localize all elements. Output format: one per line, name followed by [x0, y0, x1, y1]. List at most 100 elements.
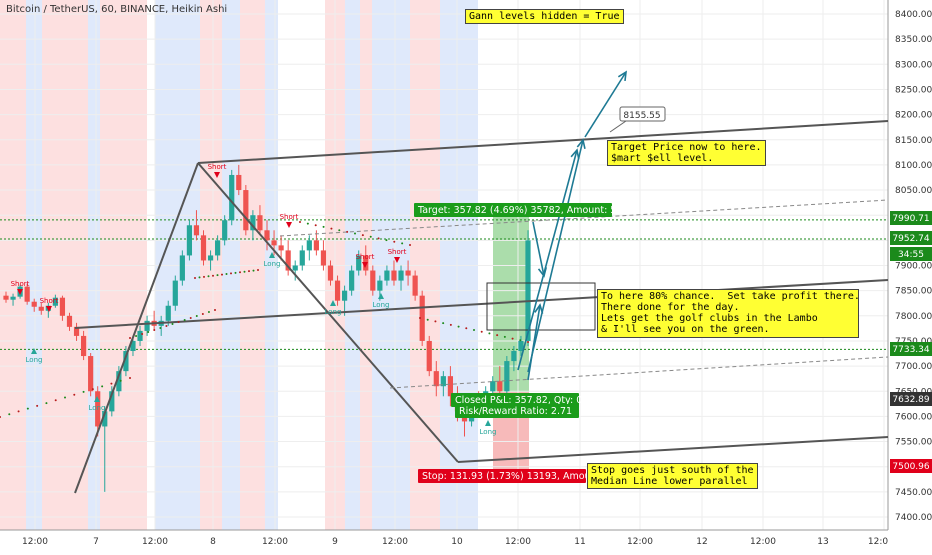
stop-dot	[306, 222, 309, 225]
candle-body	[334, 280, 341, 301]
stop-dot	[153, 329, 156, 331]
y-tick-label: 8400.00	[895, 10, 932, 20]
candle-body	[193, 225, 200, 236]
candle	[412, 270, 418, 301]
candle-body	[3, 295, 9, 300]
y-tick-label: 8300.00	[895, 60, 932, 70]
candle-body	[257, 215, 263, 231]
candle-body	[384, 270, 390, 281]
y-tick-label: 8200.00	[895, 111, 932, 121]
candle	[38, 302, 44, 315]
price-callout-pointer	[609, 120, 627, 133]
stop-dot	[203, 275, 205, 278]
long-signal-label: Long	[325, 308, 342, 316]
candle	[95, 386, 101, 437]
short-signal-label: Short	[208, 163, 227, 171]
stop-dot	[426, 318, 429, 321]
y-tick-label: 7750.00	[895, 337, 932, 347]
candle-body	[264, 230, 270, 241]
short-signal-label: Short	[388, 248, 407, 256]
stop-dot	[401, 242, 404, 245]
stop-dot	[503, 335, 506, 338]
stop-label-box	[418, 469, 586, 483]
candle-body	[370, 270, 376, 291]
y-tick-label: 7900.00	[895, 262, 932, 272]
stop-dot	[201, 313, 204, 315]
stop-dot	[73, 393, 76, 396]
long-signal-label: Long	[373, 301, 390, 309]
price-tag-box	[890, 211, 932, 225]
stop-dot	[17, 410, 20, 413]
gann-note[interactable]: Gann levels hidden = True	[465, 9, 624, 24]
candle	[200, 230, 207, 266]
stop-dot	[195, 315, 198, 317]
stop-dot	[234, 271, 237, 274]
candle	[59, 295, 66, 321]
x-tick-label: 8	[210, 537, 216, 547]
candle-body	[518, 340, 524, 352]
candle-body	[391, 270, 397, 281]
short-signal-label: Short	[40, 297, 59, 305]
stop-dot	[230, 272, 232, 275]
stop-dot	[147, 331, 150, 333]
long-signal-label: Long	[264, 260, 281, 268]
candle-body	[73, 326, 80, 336]
candle	[193, 210, 200, 241]
stop-dot	[216, 274, 219, 277]
stop-dot	[194, 277, 196, 279]
candle	[370, 265, 376, 296]
stop-dot	[183, 319, 186, 321]
candle	[278, 235, 284, 261]
x-tick-label: 12:00	[142, 537, 168, 547]
short-arrow-icon	[17, 289, 23, 295]
stop-dot	[221, 273, 223, 276]
stop-dot	[457, 325, 460, 328]
candle-body	[102, 411, 108, 427]
candle-body	[349, 270, 355, 291]
stop-dot	[511, 337, 514, 340]
candle	[116, 366, 122, 397]
stop-dot	[314, 224, 317, 227]
closed-pl-label-box	[451, 393, 579, 407]
target-note[interactable]: Target Price now to here. $mart $ell lev…	[607, 140, 766, 166]
candle-body	[306, 240, 312, 251]
x-tick-label: 12:0	[868, 537, 888, 547]
candle	[215, 235, 221, 261]
candle-body	[433, 371, 439, 387]
price-tag: 7632.89	[892, 395, 929, 405]
stop-dot	[465, 327, 468, 330]
long-signal-label: Long	[26, 356, 43, 364]
candle	[243, 185, 249, 236]
stop-dot	[488, 332, 491, 335]
candle	[349, 265, 355, 296]
pitchfork-handle	[74, 162, 199, 494]
stop-dot	[189, 317, 192, 319]
candle-body	[95, 391, 101, 427]
y-tick-label: 7400.00	[895, 513, 932, 523]
candle	[179, 250, 185, 286]
price-tag: 7500.96	[892, 462, 929, 472]
stop-dot	[257, 269, 259, 271]
candle-body	[278, 245, 284, 251]
stop-dot	[330, 227, 333, 230]
candle-body	[419, 295, 425, 341]
stop-dot	[207, 311, 210, 313]
candle-body	[165, 305, 171, 321]
long-arrow-icon	[94, 396, 100, 402]
candle-body	[504, 361, 510, 392]
candle	[144, 315, 150, 336]
x-tick-label: 11	[574, 537, 585, 547]
short-arrow-icon	[214, 172, 220, 178]
candle-body	[490, 381, 496, 392]
stop-dot	[338, 229, 341, 232]
price-tag-box	[890, 342, 932, 356]
stop-note[interactable]: Stop goes just south of the Median Line …	[587, 463, 758, 489]
candle	[222, 215, 228, 246]
candle	[137, 325, 143, 346]
eighty-percent-note[interactable]: To here 80% chance. Set take profit ther…	[597, 289, 860, 338]
stop-dot	[26, 407, 29, 410]
candle	[109, 386, 115, 417]
x-tick-label: 12:00	[262, 537, 288, 547]
